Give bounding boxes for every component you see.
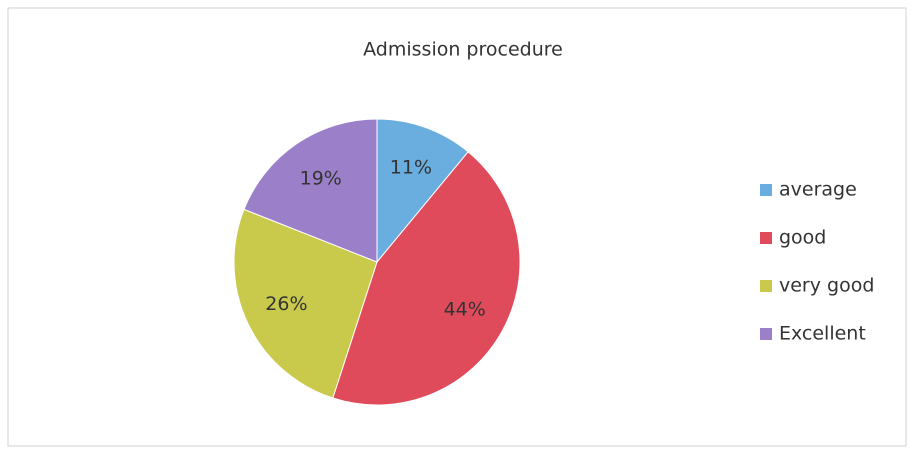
legend-label: very good [779,275,874,297]
legend-label: good [779,227,826,249]
legend-swatch [760,184,772,196]
pie-slice [332,151,521,406]
pie-slice [243,118,378,263]
pie-slice [376,118,469,264]
pie-slice [233,208,378,399]
data-label: 19% [300,168,342,190]
chart-title: Admission procedure [363,39,563,61]
legend-label: average [779,179,857,201]
data-label: 11% [390,156,432,178]
legend-swatch [760,232,772,244]
legend-swatch [760,280,772,292]
legend-swatch [760,328,772,340]
data-label: 44% [444,299,486,321]
legend-label: Excellent [779,323,866,345]
data-label: 26% [265,293,307,315]
